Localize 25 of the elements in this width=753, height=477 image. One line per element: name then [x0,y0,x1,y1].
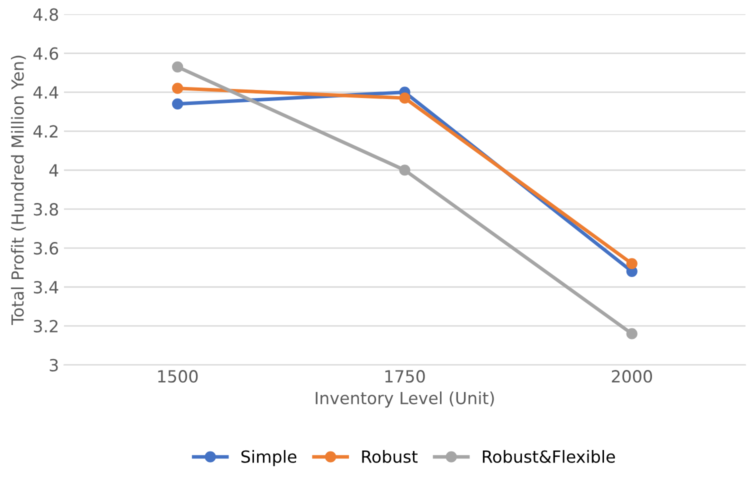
y-tick-label: 4.4 [33,86,58,99]
x-tick-label: 2000 [612,370,652,383]
point [399,164,410,176]
point [172,98,184,110]
x-tick-label: 1500 [158,370,198,383]
point [172,61,184,72]
y-tick-label: 3 [50,358,58,372]
y-tick-label: 4 [49,164,58,176]
x-axis-title: Inventory Level (Unit) [316,391,494,408]
y-tick-label: 4.2 [33,125,58,138]
y-tick-label: 3.4 [34,280,58,294]
legend-label: Simple [241,450,296,466]
point [626,328,638,340]
legend-label: Robust&Flexible [482,450,615,463]
y-axis-title: Total Profit (Hundred Million Yen) [10,56,26,325]
x-tick-label: 1750 [385,370,425,383]
legend-label: Robust [362,450,418,463]
point [626,258,638,270]
y-tick-label: 3.8 [34,203,58,216]
y-tick-label: 3.2 [34,320,58,333]
y-tick-label: 3.6 [34,242,58,255]
point [399,92,410,104]
y-tick-label: 4.8 [33,8,58,21]
point [172,82,184,94]
y-tick-label: 4.6 [33,47,58,60]
